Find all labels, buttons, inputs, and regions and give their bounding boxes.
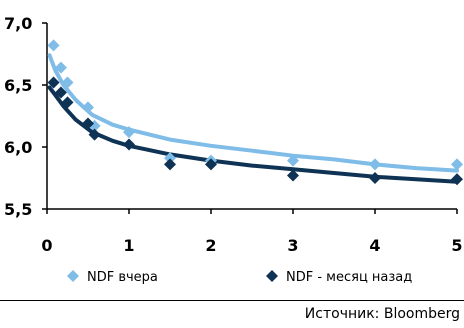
legend: NDF вчера NDF - месяц назад [67,270,412,285]
data-point-series-2 [54,86,67,99]
data-point-series-2 [369,172,381,184]
legend-label-series-2: NDF - месяц назад [286,270,412,285]
source-divider [0,300,464,301]
data-point-series-1 [82,101,94,114]
data-point-series-2 [123,138,135,151]
data-point-series-1 [451,158,463,171]
source-note: Источник: Bloomberg [304,306,460,322]
legend-marker-series-2 [266,270,278,282]
data-point-series-1 [61,76,74,89]
data-point-series-1 [54,61,67,74]
x-tick-label: 5 [451,236,462,255]
data-point-series-2 [82,117,94,130]
data-point-series-2 [164,158,176,171]
data-point-series-2 [88,128,101,141]
data-point-series-2 [205,158,217,171]
legend-label-series-1: NDF вчера [87,270,158,285]
x-tick-label: 3 [287,236,298,255]
data-point-series-2 [47,76,60,89]
data-point-series-1 [287,154,299,167]
x-tick-label: 0 [41,236,52,255]
data-point-series-1 [123,126,135,139]
data-markers [47,39,463,186]
trend-line-series-1 [47,53,459,173]
data-point-series-1 [47,39,60,52]
data-point-series-2 [61,96,74,109]
y-tick-label: 7,0 [4,14,32,33]
data-point-series-2 [451,173,463,186]
data-point-series-2 [287,169,299,182]
axes [42,22,458,214]
tick-labels: 5,5 6,0 6,5 7,0 0 1 2 3 4 5 [4,14,463,255]
y-tick-label: 5,5 [4,200,32,219]
y-tick-label: 6,0 [4,138,32,157]
trend-lines [47,53,459,184]
x-tick-label: 1 [123,236,134,255]
legend-marker-series-1 [67,270,79,282]
x-tick-label: 4 [369,236,380,255]
y-tick-label: 6,5 [4,76,32,95]
x-tick-label: 2 [205,236,216,255]
ndf-chart: 5,5 6,0 6,5 7,0 0 1 2 3 4 5 NDF вчера NDF - месяц … [4,14,463,285]
data-point-series-1 [164,152,176,165]
data-point-series-1 [369,158,381,171]
